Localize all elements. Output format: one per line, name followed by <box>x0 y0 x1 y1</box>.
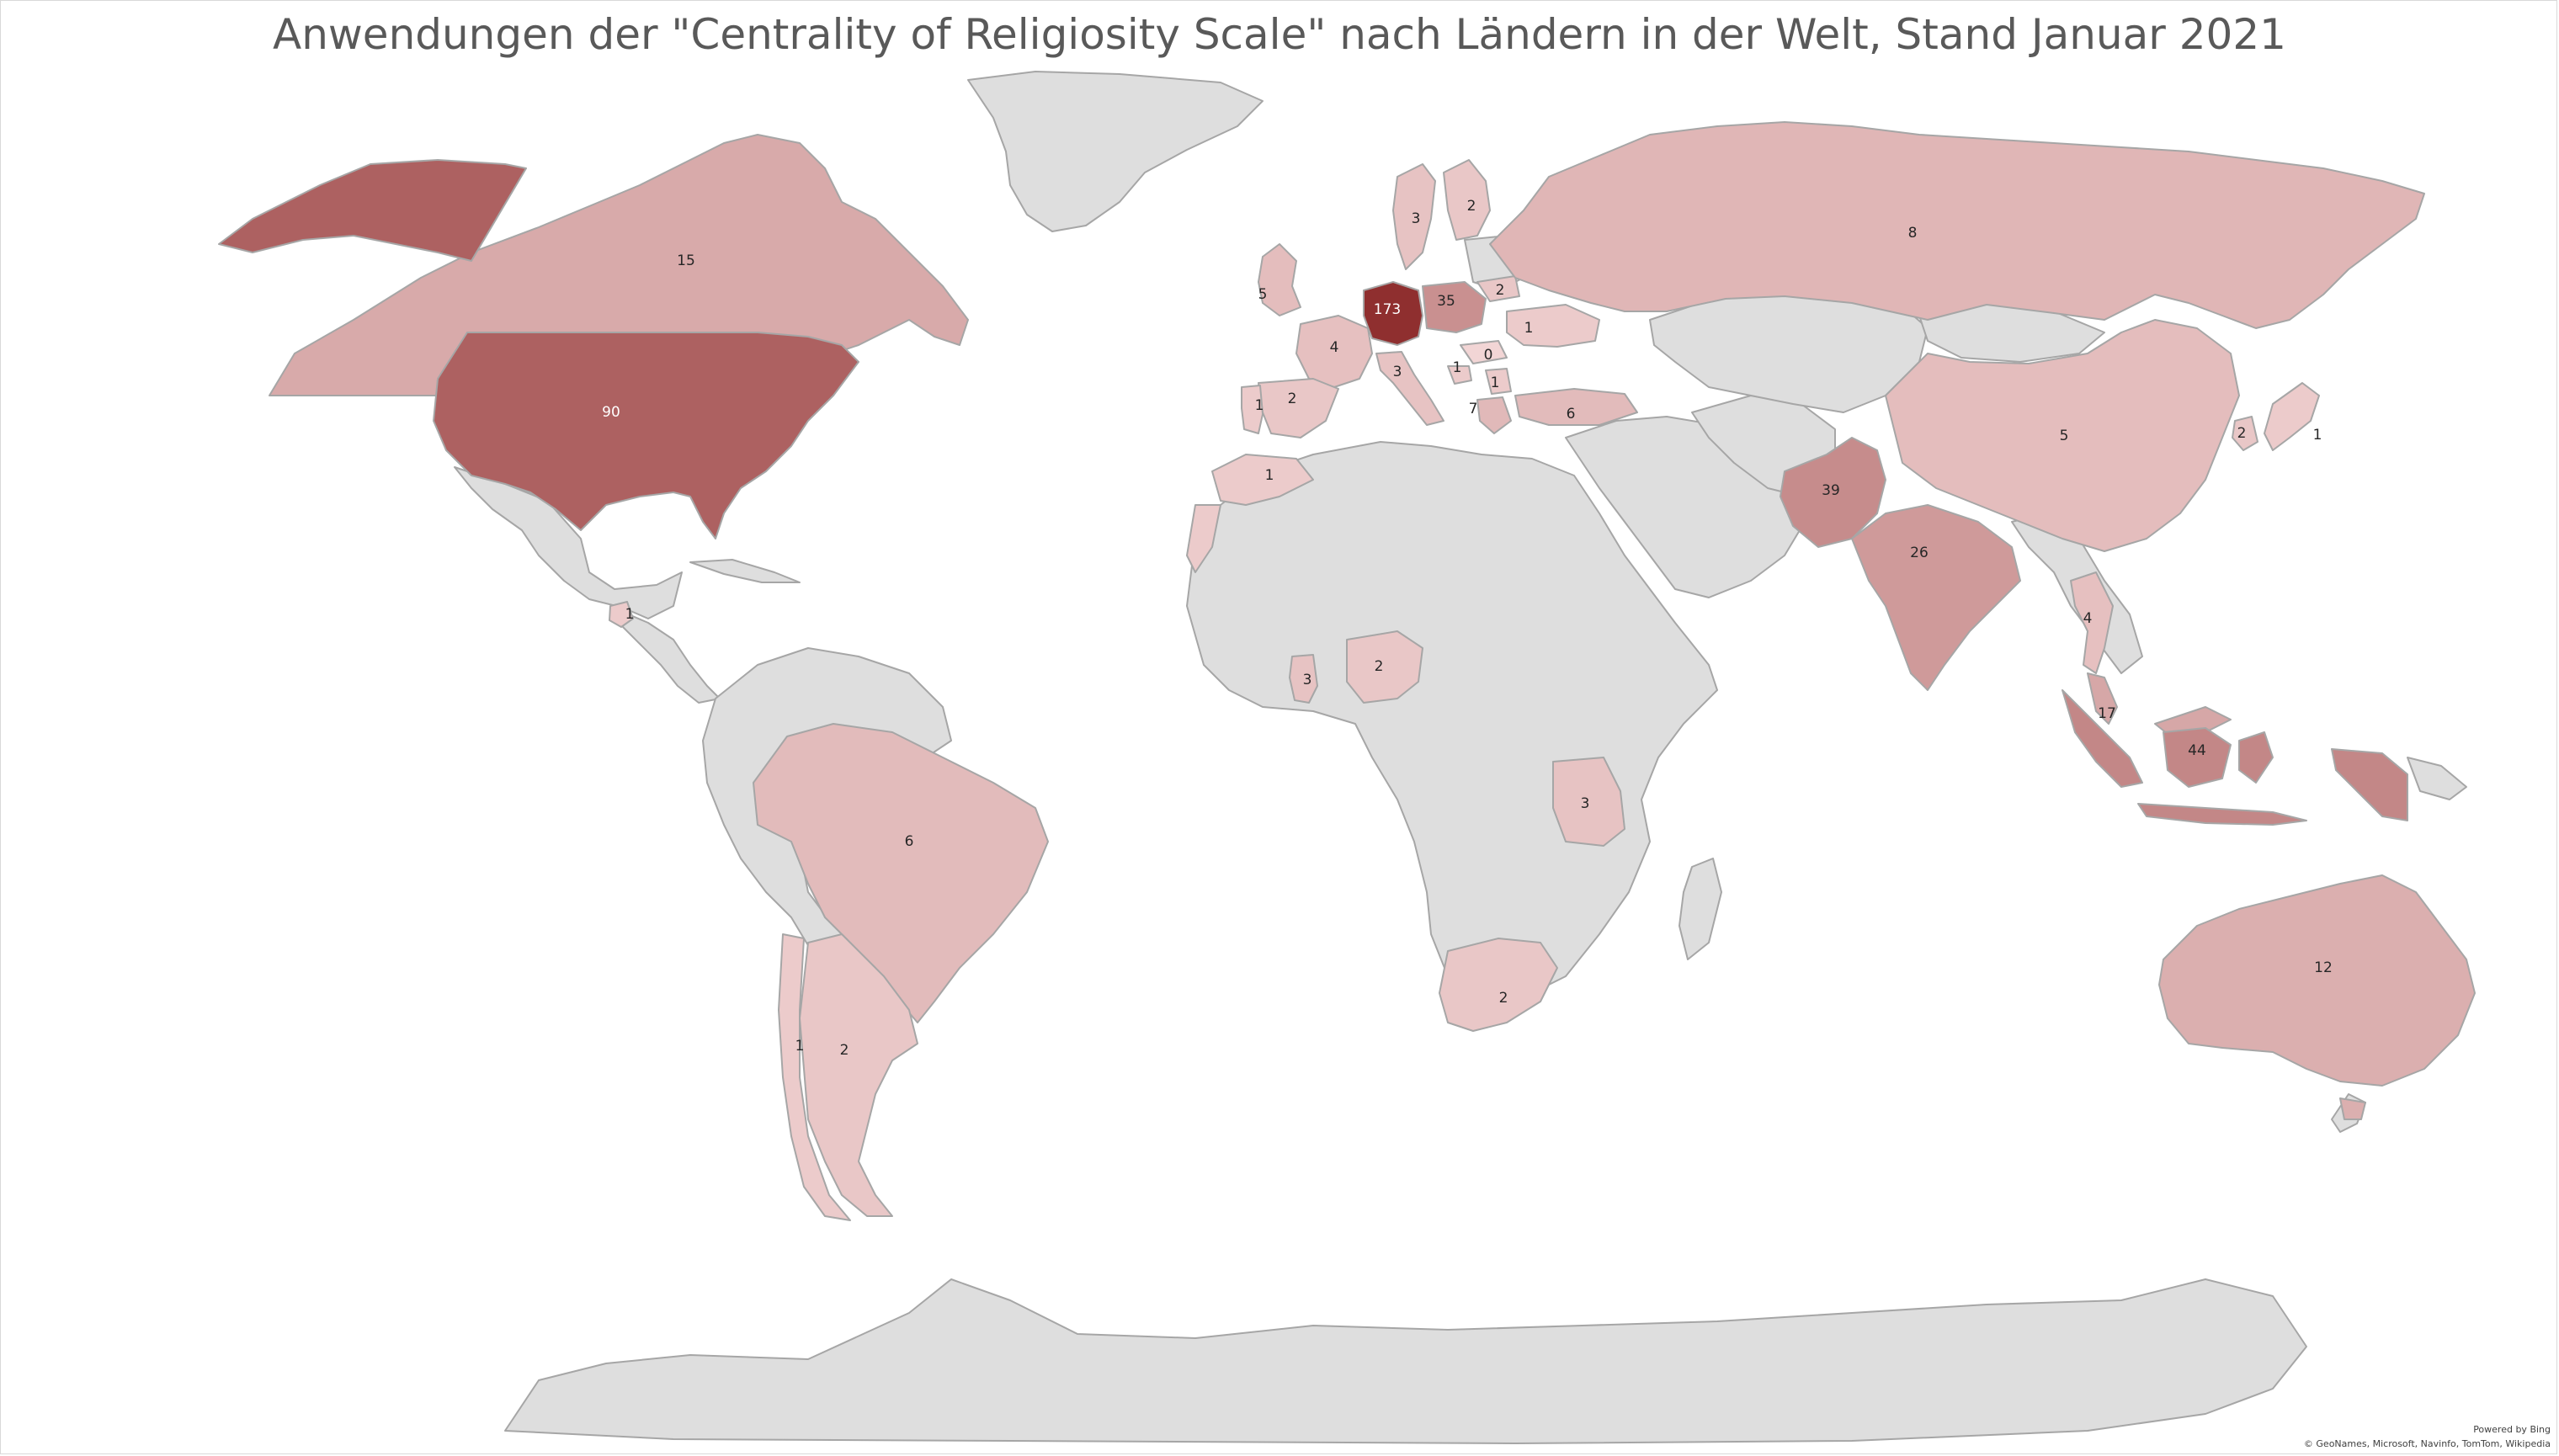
value-label-turkey: 6 <box>1567 406 1576 422</box>
value-label-guatemala: 1 <box>625 606 635 623</box>
country-thailand <box>2070 571 2114 674</box>
country-poland <box>1422 281 1487 333</box>
value-label-malaysia: 17 <box>2098 705 2116 722</box>
country-china <box>1885 319 2240 552</box>
country-india <box>1851 504 2021 691</box>
value-label-russia: 8 <box>1908 225 1918 242</box>
value-label-thailand: 4 <box>2083 610 2093 627</box>
value-label-france: 4 <box>1330 339 1339 356</box>
value-label-hungary: 0 <box>1484 347 1493 364</box>
country-usa-alaska <box>218 159 527 262</box>
value-label-indonesia: 44 <box>2188 742 2206 759</box>
country-nigeria <box>1346 630 1423 704</box>
value-label-nigeria: 2 <box>1375 658 1384 675</box>
country-hungary <box>1460 340 1508 364</box>
land-mexico <box>454 466 683 619</box>
country-south-korea <box>2232 416 2258 451</box>
value-label-croatia: 1 <box>1453 359 1462 376</box>
country-guatemala <box>609 601 634 628</box>
country-italy <box>1375 351 1444 426</box>
value-label-spain: 2 <box>1288 391 1297 407</box>
value-label-poland: 35 <box>1437 293 1455 310</box>
country-pakistan <box>1780 437 1886 548</box>
country-croatia <box>1447 365 1472 385</box>
country-ghana <box>1289 654 1318 704</box>
value-label-ukraine: 1 <box>1524 320 1534 337</box>
credits-text: © GeoNames, Microsoft, Navinfo, TomTom, … <box>2303 1438 2551 1449</box>
country-spain <box>1258 378 1339 438</box>
country-south-africa <box>1439 938 1558 1032</box>
country-chile <box>778 933 851 1221</box>
country-germany <box>1363 281 1423 346</box>
value-label-china: 5 <box>2060 428 2069 444</box>
base-land <box>454 71 2467 1444</box>
value-label-greece: 7 <box>1469 401 1478 417</box>
land-central-america <box>618 609 721 704</box>
country-australia <box>2158 874 2476 1120</box>
land-png <box>2407 757 2467 800</box>
country-indonesia <box>2062 689 2408 826</box>
attribution: Powered by Bing © GeoNames, Microsoft, N… <box>2304 1422 2551 1451</box>
value-label-pakistan: 39 <box>1822 482 1840 499</box>
value-label-sweden: 3 <box>1412 210 1421 227</box>
value-label-uk: 5 <box>1258 286 1268 303</box>
value-label-italy: 3 <box>1393 364 1402 380</box>
land-africa <box>1186 441 1718 998</box>
country-france <box>1295 315 1373 388</box>
value-label-japan: 1 <box>2313 427 2322 444</box>
value-land <box>218 121 2476 1221</box>
country-morocco <box>1186 454 1314 573</box>
country-uk <box>1258 243 1301 316</box>
country-sweden <box>1392 163 1436 270</box>
value-label-canada: 15 <box>677 252 695 269</box>
land-greenland <box>967 71 1264 232</box>
country-portugal <box>1241 385 1264 434</box>
country-ukraine <box>1506 304 1600 348</box>
value-label-australia: 12 <box>2314 959 2333 976</box>
powered-by-text: Powered by Bing <box>2473 1424 2551 1435</box>
country-argentina <box>799 933 918 1217</box>
country-greece <box>1476 396 1512 434</box>
value-label-chile: 1 <box>795 1038 805 1055</box>
value-label-finland: 2 <box>1467 198 1476 215</box>
value-label-serbia: 1 <box>1491 375 1500 391</box>
country-finland <box>1443 159 1491 241</box>
value-label-tanzania: 3 <box>1581 795 1590 812</box>
map-labels: 1739044393526171512876655443333222222211… <box>602 198 2333 1059</box>
value-label-brazil: 6 <box>905 833 914 850</box>
value-label-usa: 90 <box>602 404 620 421</box>
country-brazil <box>753 723 1049 1023</box>
country-japan <box>2264 382 2320 451</box>
value-label-germany: 173 <box>1374 301 1401 318</box>
land-cuba <box>689 559 801 583</box>
country-turkey <box>1514 388 1638 426</box>
value-label-portugal: 1 <box>1255 397 1264 414</box>
country-malaysia <box>2087 672 2232 735</box>
value-label-ghana: 3 <box>1303 672 1312 688</box>
value-label-morocco: 1 <box>1265 467 1274 484</box>
country-serbia <box>1485 368 1512 395</box>
value-label-lithuania: 2 <box>1496 282 1505 299</box>
value-label-south-africa: 2 <box>1499 990 1508 1007</box>
value-label-india: 26 <box>1910 545 1929 561</box>
value-label-argentina: 2 <box>840 1042 849 1059</box>
value-label-south-korea: 2 <box>2237 425 2247 442</box>
chart-title: Anwendungen der "Centrality of Religiosi… <box>273 10 2286 59</box>
land-madagascar <box>1679 858 1722 960</box>
country-tanzania <box>1552 757 1625 847</box>
country-lithuania <box>1476 275 1520 302</box>
country-usa <box>433 332 859 539</box>
country-russia <box>1489 121 2425 329</box>
land-antarctica <box>504 1278 2307 1444</box>
